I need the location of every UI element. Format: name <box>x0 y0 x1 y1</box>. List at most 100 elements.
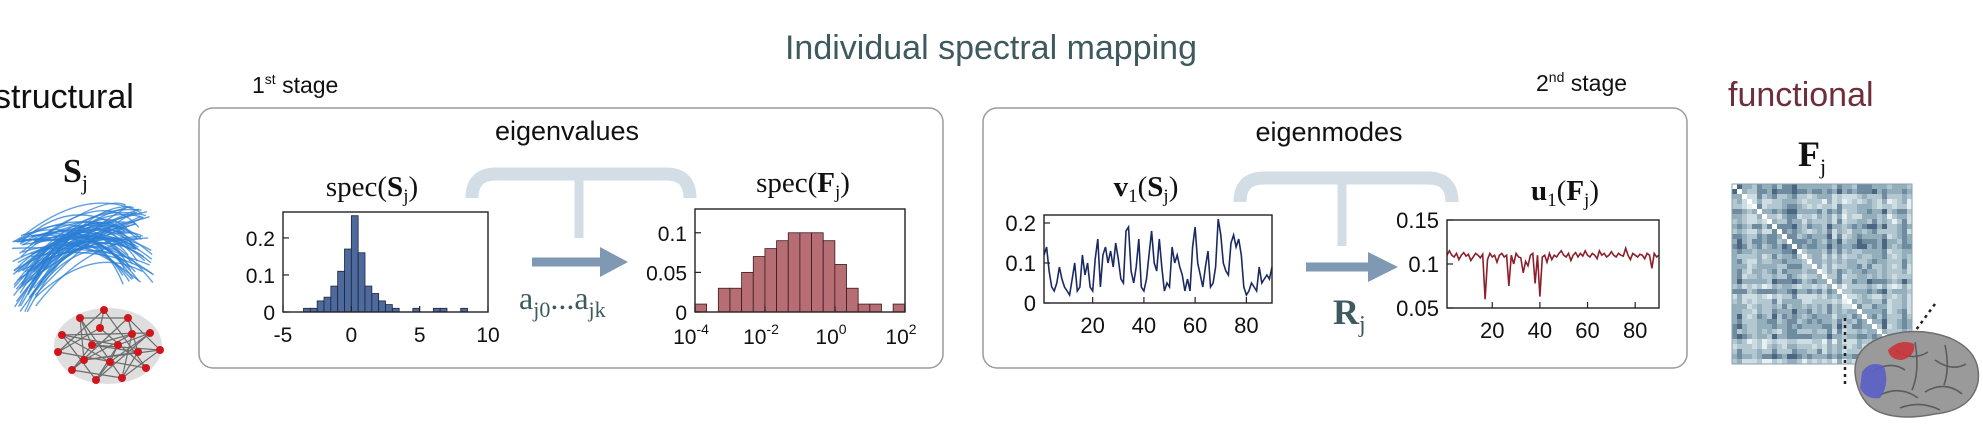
matrix-cell <box>1817 304 1823 310</box>
matrix-cell <box>1752 299 1758 305</box>
matrix-cell <box>1802 309 1808 315</box>
matrix-cell <box>1877 199 1883 205</box>
matrix-cell <box>1787 319 1793 325</box>
matrix-cell <box>1857 324 1863 330</box>
chart-eigenmode-structural-xtick-label: 80 <box>1234 313 1258 338</box>
chart-spec-structural-bar <box>385 304 393 313</box>
matrix-cell <box>1882 314 1888 320</box>
matrix-cell <box>1787 359 1793 365</box>
matrix-cell <box>1847 199 1853 205</box>
stage2-label: 2nd stage <box>1536 69 1627 96</box>
matrix-cell <box>1832 319 1838 325</box>
matrix-cell <box>1767 294 1773 300</box>
matrix-cell <box>1787 274 1793 280</box>
matrix-cell <box>1807 324 1813 330</box>
matrix-cell <box>1757 294 1763 300</box>
matrix-cell <box>1807 349 1813 355</box>
matrix-cell <box>1777 344 1783 350</box>
matrix-cell <box>1887 184 1893 190</box>
matrix-cell <box>1817 209 1823 215</box>
matrix-cell <box>1732 189 1738 195</box>
matrix-cell <box>1782 204 1788 210</box>
matrix-cell <box>1902 314 1908 320</box>
matrix-cell <box>1872 224 1878 230</box>
matrix-cell <box>1737 219 1743 225</box>
matrix-cell <box>1897 309 1903 315</box>
matrix-cell <box>1857 224 1863 230</box>
matrix-cell <box>1877 249 1883 255</box>
matrix-cell <box>1787 339 1793 345</box>
matrix-cell <box>1747 319 1753 325</box>
matrix-cell <box>1847 289 1853 295</box>
network-node <box>96 324 104 332</box>
chart-spec-functional: spec(Fj) 0 0.05 0.1 10-4 10-2 100 102 <box>646 167 917 349</box>
matrix-cell <box>1852 244 1858 250</box>
matrix-cell <box>1892 184 1898 190</box>
matrix-cell <box>1822 319 1828 325</box>
matrix-cell <box>1817 339 1823 345</box>
matrix-cell <box>1827 274 1833 280</box>
matrix-cell <box>1732 194 1738 200</box>
network-node <box>100 306 108 314</box>
matrix-cell <box>1857 339 1863 345</box>
matrix-cell <box>1832 269 1838 275</box>
matrix-cell <box>1742 314 1748 320</box>
matrix-cell <box>1767 219 1773 225</box>
matrix-cell <box>1877 264 1883 270</box>
matrix-cell <box>1772 329 1778 335</box>
matrix-cell <box>1892 264 1898 270</box>
matrix-cell <box>1902 229 1908 235</box>
matrix-cell <box>1837 204 1843 210</box>
matrix-cell <box>1817 344 1823 350</box>
matrix-cell <box>1732 354 1738 360</box>
matrix-cell <box>1777 284 1783 290</box>
network-edge <box>83 333 133 361</box>
matrix-cell <box>1877 189 1883 195</box>
matrix-cell <box>1832 314 1838 320</box>
matrix-cell <box>1782 319 1788 325</box>
matrix-cell <box>1867 314 1873 320</box>
matrix-cell <box>1817 274 1823 280</box>
matrix-cell <box>1827 329 1833 335</box>
matrix-cell <box>1812 324 1818 330</box>
matrix-cell <box>1812 294 1818 300</box>
matrix-cell <box>1752 324 1758 330</box>
matrix-cell <box>1832 359 1838 365</box>
chart-spec-functional-bar <box>846 287 859 313</box>
matrix-cell <box>1832 209 1838 215</box>
matrix-cell <box>1782 289 1788 295</box>
matrix-cell <box>1737 229 1743 235</box>
matrix-cell <box>1822 209 1828 215</box>
matrix-cell <box>1867 209 1873 215</box>
matrix-cell <box>1892 269 1898 275</box>
matrix-cell <box>1892 199 1898 205</box>
matrix-cell <box>1872 299 1878 305</box>
matrix-cell <box>1797 269 1803 275</box>
matrix-cell <box>1832 264 1838 270</box>
matrix-cell <box>1827 339 1833 345</box>
chart-spec-structural-bar <box>330 285 339 313</box>
matrix-cell <box>1872 194 1878 200</box>
matrix-cell <box>1787 304 1793 310</box>
matrix-cell <box>1742 334 1748 340</box>
matrix-cell <box>1872 279 1878 285</box>
matrix-cell <box>1877 224 1883 230</box>
matrix-cell <box>1762 279 1768 285</box>
matrix-cell <box>1817 249 1823 255</box>
matrix-cell <box>1812 309 1818 315</box>
matrix-cell <box>1797 289 1803 295</box>
matrix-cell <box>1757 209 1763 215</box>
matrix-cell <box>1742 254 1748 260</box>
matrix-cell <box>1907 209 1913 215</box>
matrix-cell <box>1887 264 1893 270</box>
matrix-cell <box>1882 189 1888 195</box>
matrix-cell <box>1732 344 1738 350</box>
matrix-cell <box>1907 219 1913 225</box>
matrix-cell <box>1882 319 1888 325</box>
matrix-cell <box>1872 209 1878 215</box>
matrix-cell <box>1752 294 1758 300</box>
network-node <box>80 356 88 364</box>
matrix-cell <box>1842 349 1848 355</box>
matrix-cell <box>1897 234 1903 240</box>
matrix-cell <box>1742 204 1748 210</box>
